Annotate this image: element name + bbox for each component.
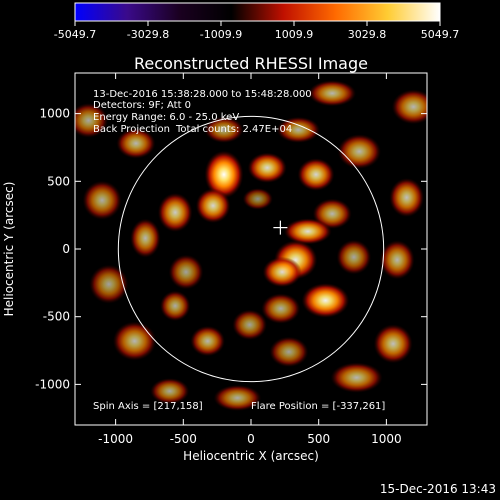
x-tick-label: 0 xyxy=(247,432,255,446)
heatmap-blob xyxy=(336,239,372,275)
y-tick-label: -1000 xyxy=(35,377,70,391)
heatmap-blob xyxy=(157,192,193,232)
heatmap-blob xyxy=(389,178,425,218)
spin-axis-cross-marker xyxy=(273,220,288,235)
heatmap-blob xyxy=(130,218,161,258)
heatmap-blob xyxy=(262,256,302,288)
y-tick-label: 500 xyxy=(47,174,70,188)
heatmap-blob xyxy=(89,264,129,304)
heatmap-blob xyxy=(195,188,231,224)
heatmap-blob xyxy=(261,293,301,324)
plot-area: -1000 -500 0 500 1000 -1000 -500 0 500 1000 xyxy=(35,72,428,446)
heatmap-blob xyxy=(75,103,109,138)
colorbar-tick-label: -1009.9 xyxy=(200,28,242,41)
colorbar-tick-label: 1009.9 xyxy=(275,28,314,41)
heatmap-layer xyxy=(75,80,427,411)
energy-range-text: Energy Range: 6.0 - 25.0 keV xyxy=(93,112,239,123)
heatmap-blob xyxy=(337,134,381,169)
colorbar-ticks: -5049.7 -3029.8 -1009.9 1009.9 3029.8 5049.7 xyxy=(54,21,459,41)
heatmap-blob xyxy=(330,362,383,393)
x-tick-label: -500 xyxy=(170,432,197,446)
date-range-text: 13-Dec-2016 15:38:28.000 to 15:48:28.000 xyxy=(93,89,312,100)
x-axis-ticks: -1000 -500 0 500 1000 xyxy=(98,73,402,446)
heatmap-blob xyxy=(116,128,156,159)
heatmap-blob xyxy=(204,116,244,143)
header-annotations: 13-Dec-2016 15:38:28.000 to 15:48:28.000… xyxy=(93,89,312,135)
colorbar-gradient xyxy=(74,2,441,22)
heatmap-blob xyxy=(112,321,157,361)
y-axis-ticks: -1000 -500 0 500 1000 xyxy=(35,107,427,391)
heatmap-blob xyxy=(373,324,413,364)
x-tick-label: 500 xyxy=(307,432,330,446)
heatmap-blob xyxy=(301,283,350,318)
x-tick-label: 1000 xyxy=(371,432,402,446)
y-axis-label: Heliocentric Y (arcsec) xyxy=(2,182,16,317)
heatmap-blob xyxy=(284,218,332,245)
heatmap-blob xyxy=(242,188,273,210)
heatmap-blob xyxy=(276,116,321,143)
y-tick-label: 0 xyxy=(62,242,70,256)
flare-position-text: Flare Position = [-337,261] xyxy=(251,401,385,412)
heatmap-blob xyxy=(232,309,267,340)
solar-limb-circle xyxy=(117,115,385,383)
spin-axis-text: Spin Axis = [217,158] xyxy=(93,401,203,412)
heatmap-blob xyxy=(269,336,309,368)
heatmap-blob xyxy=(379,240,415,280)
heatmap-blob xyxy=(82,180,122,220)
heatmap-blob xyxy=(213,384,262,411)
chart-title: Reconstructed RHESSI Image xyxy=(134,54,368,73)
heatmap-blob xyxy=(204,150,244,199)
method-text: Back Projection xyxy=(93,124,170,135)
heatmap-blob xyxy=(150,378,190,405)
x-tick-label: -1000 xyxy=(98,432,133,446)
heatmap-blob xyxy=(168,254,204,290)
detectors-text: Detectors: 9F; Att 0 xyxy=(93,100,191,111)
colorbar-tick-label: 3029.8 xyxy=(348,28,387,41)
heatmap-blob xyxy=(391,89,427,125)
heatmap-blob xyxy=(160,290,191,322)
heatmap-blob xyxy=(308,80,357,107)
heatmap-blob xyxy=(297,158,335,191)
total-counts-text: Total counts: 2.47E+04 xyxy=(175,124,292,135)
y-tick-label: -500 xyxy=(43,310,70,324)
heatmap-blob xyxy=(247,152,287,183)
colorbar-tick-label: -3029.8 xyxy=(127,28,169,41)
y-tick-label: 1000 xyxy=(39,107,70,121)
colorbar-tick-label: 5049.7 xyxy=(421,28,460,41)
timestamp-text: 15-Dec-2016 13:43 xyxy=(380,482,496,496)
footer-annotations: Spin Axis = [217,158] Flare Position = [… xyxy=(93,401,385,412)
heatmap-blob xyxy=(190,325,226,357)
x-axis-label: Heliocentric X (arcsec) xyxy=(183,449,319,463)
colorbar: -5049.7 -3029.8 -1009.9 1009.9 3029.8 5049.7 xyxy=(54,2,459,41)
colorbar-tick-label: -5049.7 xyxy=(54,28,96,41)
